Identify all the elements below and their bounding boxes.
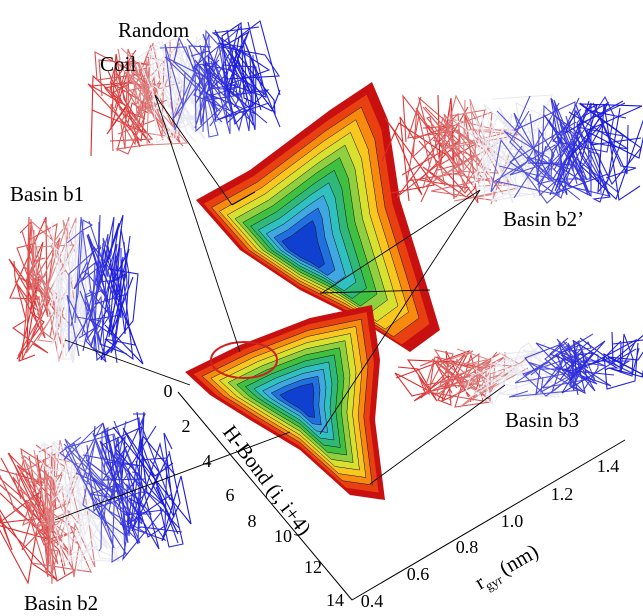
label: Basin b3 <box>505 408 579 432</box>
h-bond-tick: 4 <box>203 451 212 471</box>
r-gyr-tick: 0.4 <box>361 591 384 611</box>
figure: Random Coil Basin b1 Basin b2’ Basin b3 … <box>0 0 643 616</box>
r-gyr-tick: 0.8 <box>456 537 479 557</box>
h-bond-tick: 14 <box>326 590 344 610</box>
axis-title: rgyr(nm) <box>471 539 544 597</box>
h-bond-tick: 6 <box>226 485 235 505</box>
label: Basin b2 <box>24 591 98 615</box>
r-gyr-tick: 0.6 <box>407 564 430 584</box>
label: Random <box>118 18 189 42</box>
label: Coil <box>100 52 136 76</box>
h-bond-tick: 0 <box>164 381 173 401</box>
label: Basin b1 <box>10 182 84 206</box>
label: Basin b2’ <box>503 207 584 231</box>
r-gyr-tick: 1.2 <box>551 484 574 504</box>
r-gyr-tick: 1.0 <box>501 511 524 531</box>
h-bond-tick: 10 <box>274 526 292 546</box>
h-bond-tick: 2 <box>182 416 191 436</box>
h-bond-tick: 12 <box>304 557 322 577</box>
h-bond-tick: 8 <box>248 511 257 531</box>
r-gyr-tick: 1.4 <box>597 456 620 476</box>
structure-ensembles <box>0 21 643 584</box>
